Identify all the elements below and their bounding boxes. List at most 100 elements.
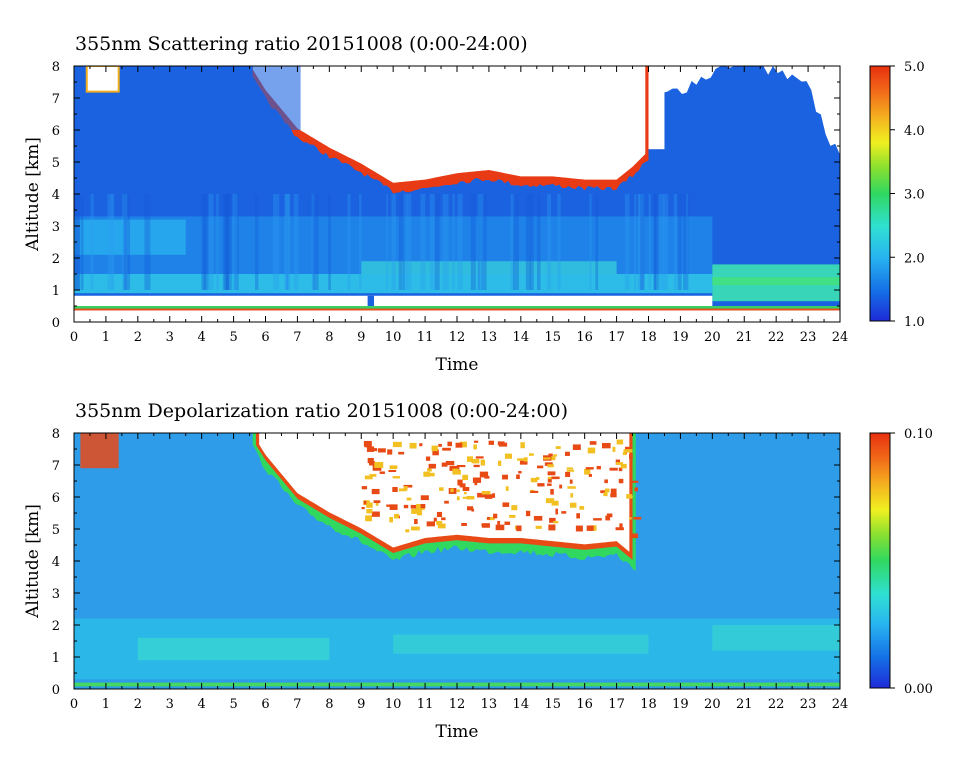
depolarization-speckle bbox=[450, 488, 454, 493]
x-tick-label: 18 bbox=[640, 330, 657, 345]
depolarization-speckle bbox=[548, 524, 556, 531]
depolarization-speckle bbox=[426, 521, 436, 527]
depolarization-speckle bbox=[484, 494, 493, 499]
profile-streak bbox=[293, 194, 299, 290]
depolarization-speckle bbox=[372, 465, 382, 471]
depolarization-speckle bbox=[566, 467, 574, 470]
y-tick-label: 3 bbox=[52, 220, 60, 235]
x-tick-label: 20 bbox=[704, 330, 721, 345]
depolarization-speckle bbox=[441, 517, 446, 521]
profile-streak bbox=[638, 194, 645, 290]
depolarization-speckle bbox=[603, 492, 608, 497]
scattering-title: 355nm Scattering ratio 20151008 (0:00-24… bbox=[75, 33, 528, 55]
depolarization-speckle bbox=[361, 506, 365, 510]
depolarization-speckle bbox=[449, 466, 459, 471]
profile-streak bbox=[589, 194, 592, 290]
depolarization-speckle bbox=[570, 493, 574, 498]
depolarization-speckle bbox=[535, 525, 542, 529]
depolarization-speckle bbox=[517, 458, 525, 461]
profile-streak bbox=[312, 194, 319, 290]
profile-streak bbox=[75, 194, 80, 290]
colorbar-tick-label: 0.10 bbox=[904, 427, 933, 442]
profile-streak bbox=[107, 194, 113, 290]
depolarization-speckle bbox=[456, 496, 460, 501]
depolarization-speckle bbox=[516, 525, 522, 532]
depolarization-speckle bbox=[456, 465, 466, 468]
depolarization-speckle bbox=[536, 465, 544, 469]
depolarization-speckle bbox=[567, 486, 576, 489]
colorbar-tick-label: 1.0 bbox=[904, 315, 925, 330]
depolarization-speckle bbox=[629, 517, 632, 520]
depolarization-speckle bbox=[420, 504, 426, 509]
x-tick-label: 0 bbox=[70, 697, 78, 712]
depolarization-speckle bbox=[373, 500, 381, 504]
depolarization-speckle bbox=[520, 442, 525, 449]
aerosol-band-early bbox=[137, 637, 330, 661]
depolarization-speckle bbox=[459, 441, 467, 448]
depolarization-speckle bbox=[375, 500, 379, 506]
depolarization-speckle bbox=[547, 483, 552, 486]
depolarization-speckle bbox=[363, 500, 367, 505]
profile-streak bbox=[284, 194, 290, 290]
depolarization-speckle bbox=[387, 449, 393, 455]
x-tick-label: 24 bbox=[832, 697, 849, 712]
depolarization-speckle bbox=[609, 467, 618, 471]
depolarization-speckle bbox=[426, 472, 435, 477]
depolarization-speckle bbox=[406, 497, 412, 501]
x-tick-label: 11 bbox=[417, 697, 434, 712]
y-tick-label: 5 bbox=[52, 156, 60, 171]
profile-streak bbox=[272, 194, 280, 290]
depolarization-speckle bbox=[634, 487, 638, 492]
depolarization-speckle bbox=[410, 504, 417, 509]
depolarization-speckle bbox=[365, 515, 372, 522]
profile-streak bbox=[673, 194, 678, 290]
profile-streak bbox=[442, 194, 449, 290]
depolarization-speckle bbox=[618, 478, 624, 484]
colorbar-tick-label: 0.00 bbox=[904, 682, 933, 697]
depolarization-speckle bbox=[392, 487, 398, 493]
depolarization-speckle bbox=[596, 465, 601, 470]
depolarization-speckle bbox=[417, 510, 423, 516]
depolarization-speckle bbox=[545, 498, 555, 504]
profile-streak bbox=[286, 194, 291, 290]
depolarization-speckle bbox=[529, 453, 534, 456]
depolarization-speckle bbox=[620, 463, 627, 469]
colorbar-tick-label: 2.0 bbox=[904, 251, 925, 266]
profile-streak bbox=[386, 194, 388, 290]
depolarization-speckle bbox=[553, 454, 558, 457]
profile-streak bbox=[525, 194, 531, 290]
profile-streak bbox=[477, 194, 480, 290]
profile-streak bbox=[510, 194, 515, 290]
depolarization-speckle bbox=[433, 517, 437, 522]
depolarization-speckle bbox=[519, 460, 528, 465]
depolarization-speckle bbox=[366, 502, 373, 508]
depolarization-speckle bbox=[555, 446, 561, 449]
depolarization-speckle bbox=[575, 525, 583, 532]
depolarization-speckle bbox=[579, 506, 585, 510]
depolarization-speckle bbox=[569, 479, 573, 484]
depolarization-speckle bbox=[437, 523, 446, 529]
depolarization-colorbar bbox=[869, 432, 891, 689]
depolarization-speckle bbox=[394, 513, 399, 519]
depolarization-speckle bbox=[547, 456, 556, 461]
x-tick-label: 19 bbox=[672, 697, 689, 712]
depolarization-speckle bbox=[533, 515, 543, 521]
y-tick-label: 6 bbox=[52, 491, 60, 506]
depolarization-speckle bbox=[432, 449, 439, 456]
x-tick-label: 14 bbox=[513, 330, 530, 345]
profile-streak bbox=[653, 194, 659, 290]
depolarization-speckle bbox=[419, 443, 423, 447]
depolarization-speckle bbox=[403, 484, 413, 488]
x-tick-label: 6 bbox=[261, 330, 269, 345]
profile-streak bbox=[686, 194, 688, 290]
profile-streak bbox=[683, 194, 689, 290]
x-tick-label: 19 bbox=[672, 330, 689, 345]
profile-streak bbox=[111, 194, 115, 290]
x-tick-label: 8 bbox=[325, 330, 333, 345]
depolarization-speckle bbox=[547, 471, 556, 476]
no-signal-gap bbox=[648, 66, 665, 150]
profile-streak bbox=[452, 194, 455, 290]
depolarization-speckle bbox=[374, 461, 384, 468]
depolarization-speckle bbox=[423, 471, 430, 477]
depolarization-speckle bbox=[630, 533, 639, 539]
